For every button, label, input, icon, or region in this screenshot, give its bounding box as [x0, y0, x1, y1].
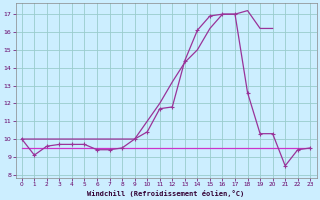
X-axis label: Windchill (Refroidissement éolien,°C): Windchill (Refroidissement éolien,°C) [87, 190, 245, 197]
